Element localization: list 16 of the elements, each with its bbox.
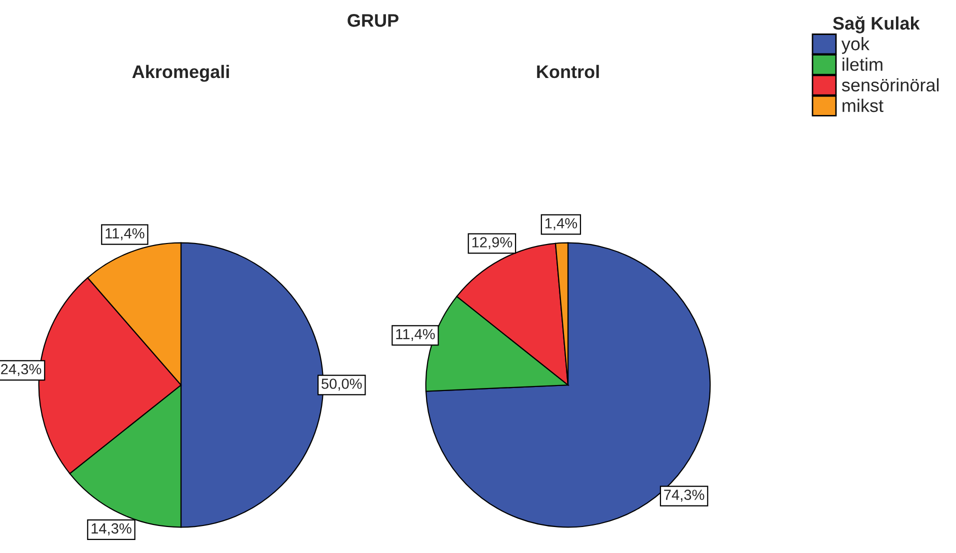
text: Akromegali bbox=[132, 64, 229, 82]
data-label: 74,3% bbox=[664, 490, 704, 502]
legend-label: yok bbox=[841, 37, 870, 54]
data-label: 1,4% bbox=[545, 218, 578, 230]
data-label: 12,9% bbox=[472, 237, 512, 250]
text: GRUP bbox=[348, 14, 398, 27]
legend-label: mikst bbox=[842, 98, 884, 112]
data-label: 11,4% bbox=[396, 329, 435, 341]
legend-title: Sağ Kulak bbox=[833, 16, 920, 34]
data-label: 14,3% bbox=[92, 523, 132, 536]
data-label: 24,3% bbox=[1, 364, 42, 376]
data-label: 11,4% bbox=[106, 228, 144, 240]
data-label: 50,0% bbox=[322, 378, 362, 391]
chart-title: Kontrol bbox=[537, 64, 599, 78]
legend-label: sensörinöral bbox=[842, 78, 939, 92]
legend-label: iletim bbox=[842, 58, 882, 71]
